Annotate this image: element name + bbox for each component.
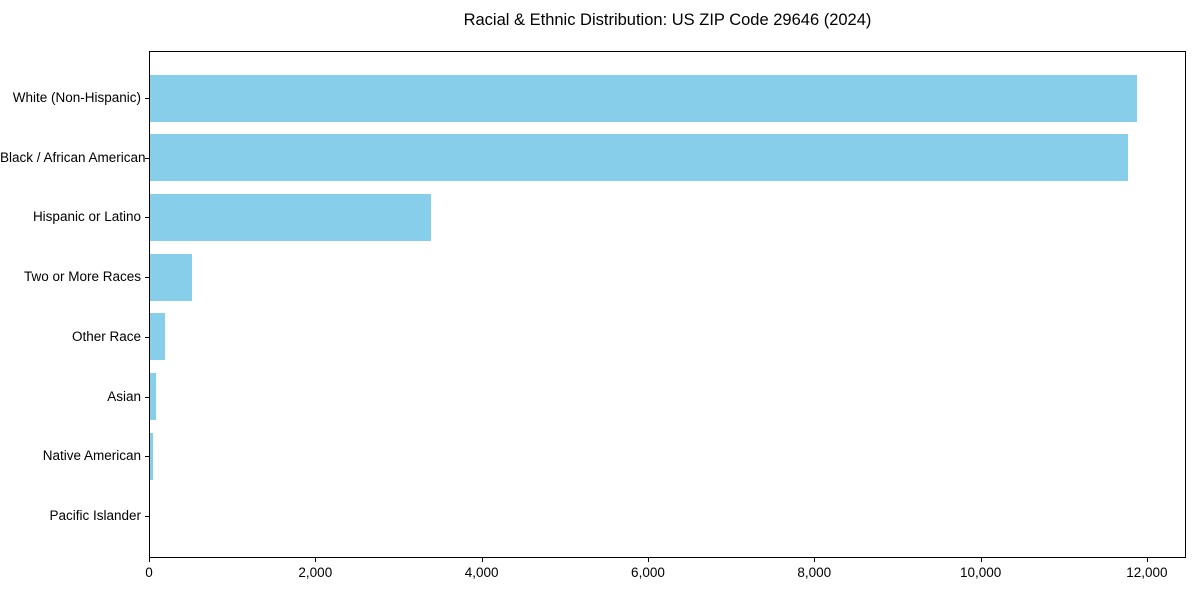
x-tick-mark xyxy=(647,558,649,562)
y-tick-label-white-non-hispanic: White (Non-Hispanic) xyxy=(12,90,141,105)
y-tick-mark xyxy=(145,277,149,279)
x-tick-mark xyxy=(814,558,816,562)
y-tick-mark xyxy=(145,217,149,219)
bar-native-american xyxy=(150,432,153,480)
x-tick-label-6000: 6,000 xyxy=(631,565,665,580)
x-tick-label-0: 0 xyxy=(145,565,153,580)
bar-two-or-more-races xyxy=(150,253,192,301)
x-tick-mark xyxy=(315,558,317,562)
bar-other-race xyxy=(150,313,165,361)
y-tick-mark xyxy=(145,396,149,398)
y-tick-label-black-african-american: Black / African American xyxy=(0,149,146,165)
y-tick-label-two-or-more-races: Two or More Races xyxy=(23,269,141,285)
x-tick-mark xyxy=(1146,558,1148,562)
x-tick-label-12000: 12,000 xyxy=(1126,565,1168,580)
y-tick-mark xyxy=(145,157,149,159)
bar-black-african-american xyxy=(150,134,1128,182)
y-tick-label-native-american: Native American xyxy=(42,448,141,464)
x-tick-label-2000: 2,000 xyxy=(298,565,333,580)
x-tick-mark xyxy=(481,558,483,562)
x-tick-mark xyxy=(149,558,150,562)
x-tick-mark xyxy=(980,558,982,562)
bar-asian xyxy=(150,373,157,420)
y-tick-mark xyxy=(145,98,149,99)
chart-title: Racial & Ethnic Distribution: US ZIP Cod… xyxy=(463,11,872,29)
y-tick-mark xyxy=(145,456,149,458)
x-tick-label-10000: 10,000 xyxy=(959,565,1002,580)
y-tick-label-hispanic-or-latino: Hispanic or Latino xyxy=(32,209,141,225)
y-tick-label-asian: Asian xyxy=(107,388,141,404)
x-tick-label-8000: 8,000 xyxy=(797,565,832,580)
y-tick-label-pacific-islander: Pacific Islander xyxy=(49,507,141,523)
bar-hispanic-or-latino xyxy=(150,193,432,241)
bar-white-non-hispanic xyxy=(150,74,1138,122)
y-tick-mark xyxy=(145,515,149,517)
x-tick-label-4000: 4,000 xyxy=(464,565,499,580)
y-tick-mark xyxy=(145,336,149,338)
y-tick-label-other-race: Other Race xyxy=(71,328,141,344)
plot-area xyxy=(149,51,1186,558)
